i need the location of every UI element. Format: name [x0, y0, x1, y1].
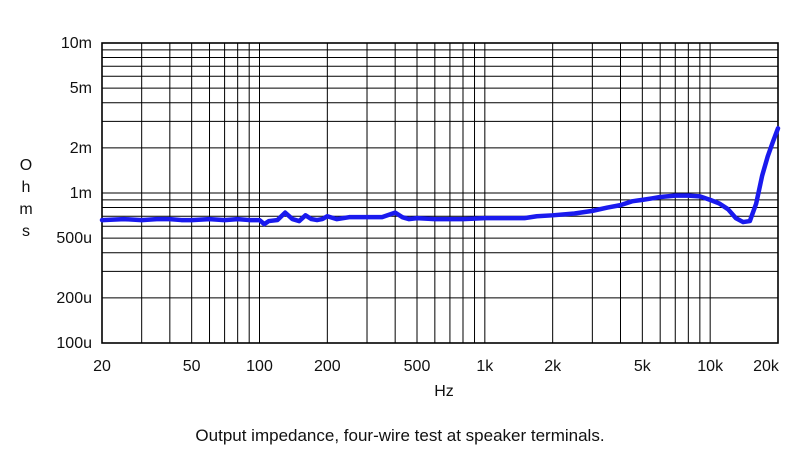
x-tick-label: 100 [246, 358, 273, 375]
y-axis-title-letter: O [20, 157, 32, 174]
y-tick-labels: 100u 200u 500u 1m 2m 5m 10m [56, 35, 92, 352]
y-tick-label: 2m [70, 140, 92, 157]
x-tick-labels: 20 50 100 200 500 1k 2k 5k 10k 20k [93, 358, 780, 375]
chart-caption: Output impedance, four-wire test at spea… [195, 426, 604, 445]
x-tick-label: 200 [314, 358, 341, 375]
x-tick-label: 50 [183, 358, 201, 375]
x-tick-label: 20 [93, 358, 111, 375]
series-line [99, 126, 781, 227]
y-tick-label: 200u [56, 290, 92, 307]
plot-frame [101, 42, 779, 344]
x-tick-label: 2k [544, 358, 562, 375]
y-axis-title-letter: s [22, 223, 30, 240]
x-tick-label: 1k [476, 358, 494, 375]
x-tick-label: 20k [753, 358, 780, 375]
y-tick-label: 500u [56, 230, 92, 247]
y-tick-label: 10m [61, 35, 92, 52]
x-tick-label: 5k [634, 358, 652, 375]
grid [102, 43, 778, 343]
y-tick-label: 100u [56, 335, 92, 352]
y-axis-title-letter: h [22, 179, 31, 196]
y-tick-label: 5m [70, 80, 92, 97]
x-tick-label: 500 [404, 358, 431, 375]
y-axis-title-letter: m [19, 201, 32, 218]
x-tick-label: 10k [697, 358, 724, 375]
y-tick-label: 1m [70, 185, 92, 202]
x-axis-title: Hz [434, 383, 454, 400]
